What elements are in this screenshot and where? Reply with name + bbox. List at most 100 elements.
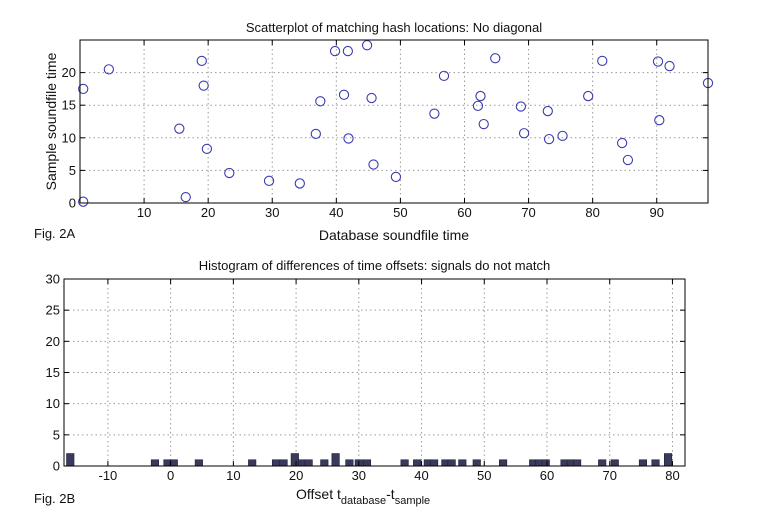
scatter-point (390, 171, 402, 183)
histogram-bar (400, 459, 409, 467)
fig-2b-label: Fig. 2B (34, 491, 76, 506)
scatter-point (315, 96, 326, 107)
scatter-point (263, 175, 275, 186)
scatter-point (224, 167, 235, 179)
y-tick-label: 10 (46, 396, 60, 411)
x-axis-label-part: database (341, 495, 386, 507)
y-tick-label: 5 (53, 427, 60, 442)
x-tick-label: 0 (167, 468, 174, 483)
scatter-point (542, 105, 553, 117)
histogram-bar (413, 459, 422, 467)
y-axis-label: Sample soundfile time (43, 52, 59, 190)
scatter-point (438, 70, 450, 82)
scatter-point (490, 53, 501, 64)
histogram-bar (573, 459, 582, 467)
histogram-chart: -10 0 10 20 30 40 50 60 70 80 0 5 10 15 20 25 30 Histogra… (46, 258, 686, 507)
histogram-bar (598, 459, 607, 467)
scatter-point (616, 137, 628, 149)
y-tick-label: 10 (62, 130, 76, 145)
x-tick-label: 10 (226, 468, 240, 483)
histogram-bar (638, 459, 648, 467)
x-axis-label: Database soundfile time (319, 227, 469, 243)
x-axis-label-part: sample (395, 495, 430, 507)
histogram-bar (320, 459, 329, 467)
x-tick-label: -10 (99, 468, 118, 483)
x-axis-label: Offset tdatabase-tsample (296, 486, 430, 507)
fig-2a-label: Fig. 2A (34, 226, 76, 241)
scatter-chart: 10 20 30 40 50 60 70 80 90 0 5 10 15 20 Scatterplot of… (43, 20, 714, 243)
scatter-point (338, 89, 350, 100)
scatter-points (78, 40, 714, 207)
x-tick-label: 50 (393, 205, 407, 220)
x-tick-label: 90 (650, 205, 664, 220)
histogram-bar (430, 459, 439, 467)
grid-lines (64, 279, 685, 466)
x-tick-label: 60 (540, 468, 554, 483)
scatter-point (583, 90, 594, 102)
scatter-point (196, 55, 207, 67)
histogram-bar (271, 459, 281, 467)
scatter-point (198, 80, 209, 91)
y-tick-label: 20 (46, 334, 60, 349)
x-tick-label: 80 (665, 468, 679, 483)
histogram-bar (290, 453, 299, 467)
scatter-point (664, 60, 675, 72)
y-tick-label: 15 (62, 98, 76, 113)
histogram-bar (458, 459, 467, 467)
histogram-bar (664, 453, 673, 467)
scatter-point (78, 83, 89, 95)
x-tick-label: 40 (329, 205, 343, 220)
x-tick-label: 60 (457, 205, 471, 220)
scatter-point (515, 101, 527, 112)
histogram-bar (66, 453, 75, 467)
histogram-bar (472, 459, 481, 467)
scatter-point (180, 191, 191, 203)
histogram-bar (447, 459, 456, 467)
x-axis-label-part: Offset t (296, 486, 341, 502)
x-tick-label: 40 (414, 468, 428, 483)
scatter-point (472, 100, 484, 112)
scatter-point (518, 128, 530, 139)
scatter-point (78, 196, 89, 207)
scatter-point (310, 128, 321, 140)
grid-lines (80, 40, 708, 203)
scatter-point (597, 55, 608, 67)
histogram-bar (194, 459, 203, 467)
scatter-point (368, 159, 379, 170)
y-tick-label: 25 (46, 303, 60, 318)
scatter-point (342, 45, 354, 57)
y-tick-label: 5 (69, 163, 76, 178)
scatter-point (475, 90, 486, 102)
x-axis-label-part: -t (386, 486, 395, 502)
scatter-point (429, 108, 440, 119)
y-tick-label: 0 (69, 196, 76, 211)
histogram-bars (66, 453, 673, 467)
x-tick-label: 50 (477, 468, 491, 483)
y-tick-label: 0 (53, 459, 60, 474)
scatter-point (174, 123, 185, 134)
scatter-point (103, 64, 114, 75)
histogram-bar (610, 459, 619, 467)
y-tick-label: 15 (46, 365, 60, 380)
x-tick-label: 10 (137, 205, 151, 220)
histogram-bar (345, 459, 354, 467)
scatter-point (201, 143, 213, 155)
chart-title: Histogram of differences of time offsets… (199, 258, 550, 273)
histogram-bar (541, 459, 550, 467)
scatter-point (654, 115, 665, 126)
histogram-bar (150, 459, 160, 467)
x-tick-label: 30 (352, 468, 366, 483)
histogram-bar (499, 459, 508, 467)
x-tick-label: 70 (521, 205, 535, 220)
histogram-bar (331, 453, 340, 467)
plot-frame (79, 39, 709, 204)
histogram-bar (304, 459, 313, 467)
scatter-point (478, 118, 489, 130)
histogram-bar (169, 459, 178, 467)
x-tick-label: 80 (585, 205, 599, 220)
scatter-point (361, 40, 373, 51)
y-tick-label: 20 (62, 65, 76, 80)
scatter-point (557, 130, 568, 141)
histogram-bar (279, 459, 288, 467)
